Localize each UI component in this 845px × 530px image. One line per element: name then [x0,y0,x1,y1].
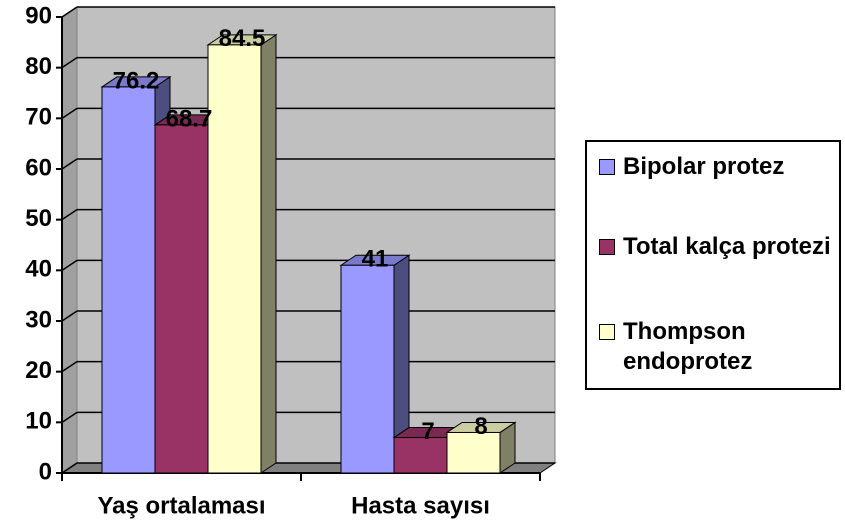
legend-entry: Thompson endoprotez [599,317,839,377]
y-tick-label: 0 [39,458,52,485]
legend-swatch [599,239,615,255]
legend-label: Bipolar protez [623,153,785,180]
grid-line-side [61,57,78,69]
grid-line-side [61,361,78,373]
y-tick-label: 50 [25,205,52,232]
data-label: 7 [421,418,434,445]
grid-line-side [61,158,78,170]
grid-line-side [61,462,78,474]
grid-line-side [61,6,78,18]
legend-swatch [599,159,615,175]
y-tick-label: 30 [25,306,52,333]
y-tick-label: 20 [25,357,52,384]
x-tick-label: Yaş ortalaması [97,492,265,519]
bar [446,431,501,474]
bar [340,264,395,474]
y-tick-label: 10 [25,408,52,435]
legend: Bipolar protez Total kalça protezi Thompso… [585,140,841,390]
data-label: 84.5 [219,25,266,52]
data-label: 8 [474,413,487,440]
side-wall [61,6,78,474]
data-label: 68.7 [166,105,213,132]
legend-label: Total kalça protezi [623,233,831,260]
y-tick-label: 80 [25,53,52,80]
bar-side [260,33,277,474]
x-tick-label: Hasta sayısı [351,492,490,519]
legend-entry: Bipolar protez [599,152,839,182]
legend-entry: Total kalça protezi [599,232,839,262]
y-tick-label: 40 [25,256,52,283]
legend-swatch [599,324,615,340]
bar [154,124,209,474]
grid-line-side [61,209,78,221]
grid-line-side [61,411,78,423]
bar [393,437,448,474]
legend-label: Thompson endoprotez [623,318,753,375]
y-tick-label: 70 [25,104,52,131]
data-label: 41 [362,246,389,273]
data-label: 76.2 [113,67,160,94]
bar [207,44,262,474]
bar [101,86,156,474]
grid-line-side [61,310,78,322]
grid-line-side [61,259,78,271]
grid-line-side [61,107,78,119]
y-tick-label: 60 [25,154,52,181]
y-tick-label: 90 [25,2,52,29]
